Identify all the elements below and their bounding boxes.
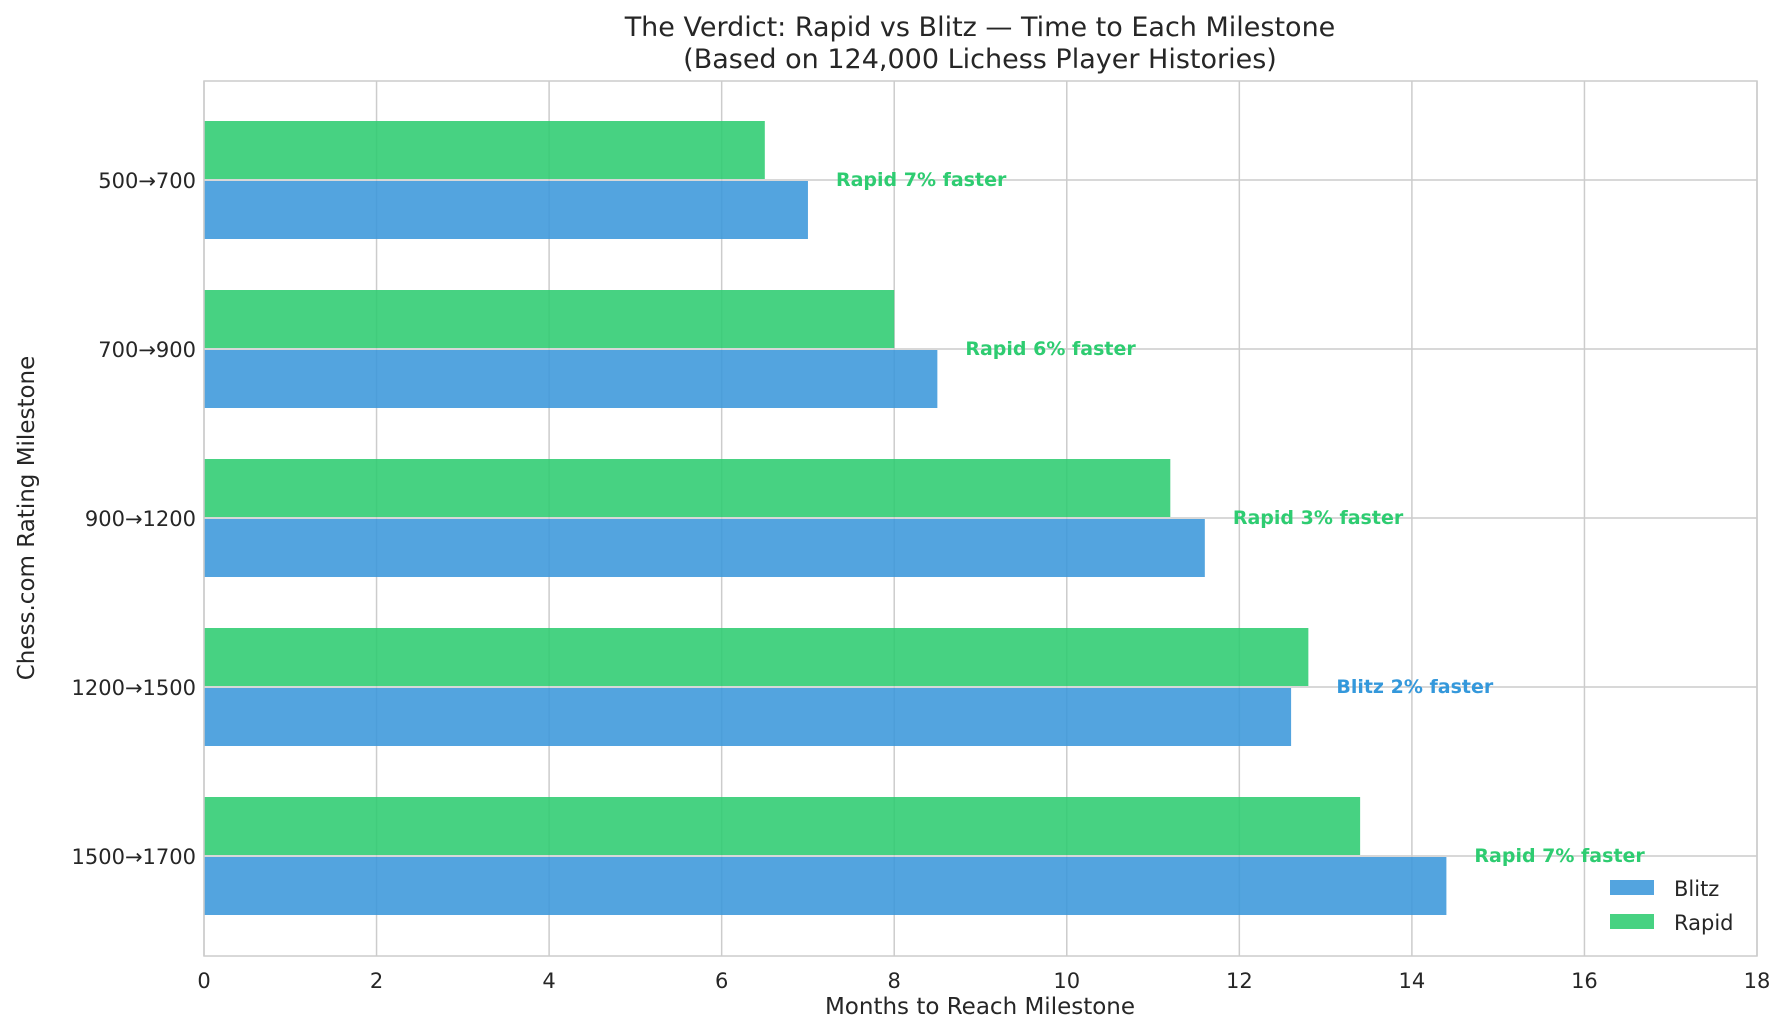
annotation-0: Rapid 7% faster xyxy=(836,169,1007,191)
bar-blitz-3 xyxy=(204,688,1292,746)
bars xyxy=(204,121,1447,915)
legend-label-blitz: Blitz xyxy=(1674,877,1719,901)
y-tick-label-3: 1200→1500 xyxy=(72,676,196,700)
chart-title: The Verdict: Rapid vs Blitz — Time to Ea… xyxy=(624,12,1336,43)
y-tick-label-4: 1500→1700 xyxy=(72,845,196,869)
legend-label-rapid: Rapid xyxy=(1674,911,1734,935)
annotation-4: Rapid 7% faster xyxy=(1474,845,1645,867)
legend-swatch-rapid xyxy=(1610,914,1654,929)
x-axis-label: Months to Reach Milestone xyxy=(825,994,1135,1020)
bar-rapid-1 xyxy=(204,290,895,348)
annotations: Rapid 7% faster Rapid 6% faster Rapid 3% f… xyxy=(836,169,1645,867)
bar-blitz-2 xyxy=(204,519,1205,577)
chart-subtitle: (Based on 124,000 Lichess Player Histori… xyxy=(683,44,1277,75)
legend: Blitz Rapid xyxy=(1590,866,1748,944)
bar-rapid-0 xyxy=(204,121,765,179)
x-tick-label-12: 12 xyxy=(1226,969,1253,993)
x-tick-label-16: 16 xyxy=(1571,969,1598,993)
bar-rapid-2 xyxy=(204,459,1171,517)
x-tick-label-10: 10 xyxy=(1053,969,1080,993)
grid-lines xyxy=(203,81,1758,956)
x-tick-label-6: 6 xyxy=(715,969,728,993)
x-tick-label-18: 18 xyxy=(1744,969,1771,993)
y-axis-label: Chess.com Rating Milestone xyxy=(14,356,40,681)
y-tick-label-2: 900→1200 xyxy=(85,507,196,531)
bar-rapid-4 xyxy=(204,797,1361,855)
x-tick-label-0: 0 xyxy=(197,969,210,993)
annotation-3: Blitz 2% faster xyxy=(1336,676,1494,698)
y-tick-label-0: 500→700 xyxy=(98,169,196,193)
bar-blitz-1 xyxy=(204,350,938,408)
x-axis-ticks: 0 2 4 6 8 10 12 14 16 18 xyxy=(197,969,1770,993)
y-tick-label-1: 700→900 xyxy=(98,338,196,362)
bar-blitz-0 xyxy=(204,181,808,239)
x-tick-label-2: 2 xyxy=(370,969,383,993)
bar-rapid-3 xyxy=(204,628,1309,686)
bar-blitz-4 xyxy=(204,857,1447,915)
annotation-2: Rapid 3% faster xyxy=(1233,507,1404,529)
x-tick-label-8: 8 xyxy=(888,969,901,993)
plot-frame xyxy=(203,80,1758,957)
y-axis-ticks: 500→700 700→900 900→1200 1200→1500 1500→1700 xyxy=(72,169,196,869)
annotation-1: Rapid 6% faster xyxy=(965,338,1136,360)
legend-swatch-blitz xyxy=(1610,880,1654,895)
x-tick-label-14: 14 xyxy=(1399,969,1426,993)
x-tick-label-4: 4 xyxy=(542,969,555,993)
